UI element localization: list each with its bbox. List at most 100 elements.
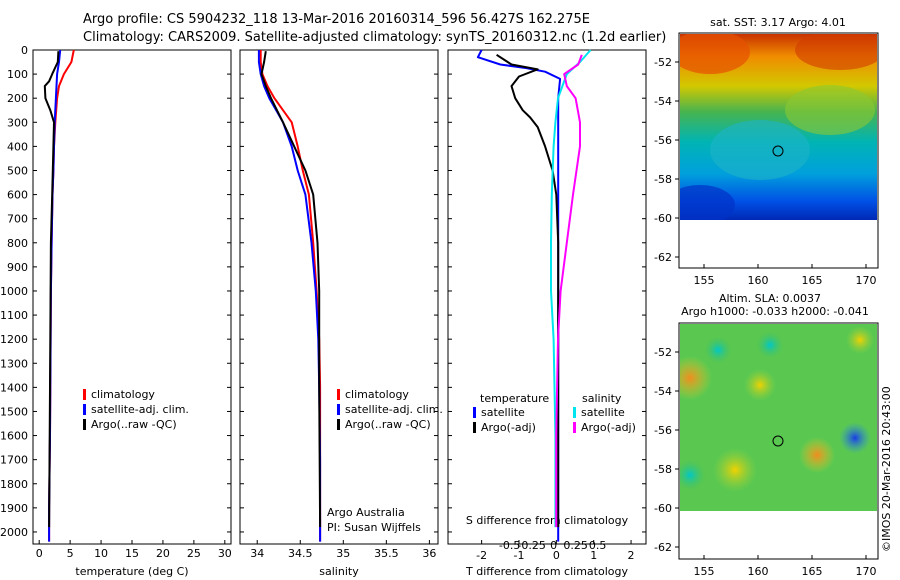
map-lat-label: -52 bbox=[654, 56, 672, 69]
sst-map-title: sat. SST: 3.17 Argo: 4.01 bbox=[710, 16, 846, 29]
legend-title-temperature: temperature bbox=[480, 392, 549, 405]
depth-tick-label: 1100 bbox=[0, 309, 28, 322]
t-tick-label: -1 bbox=[513, 549, 524, 562]
depth-tick-label: 300 bbox=[7, 116, 28, 129]
map-lon-label: 155 bbox=[694, 274, 715, 287]
map-lat-label: -60 bbox=[654, 212, 672, 225]
t-tick-label: 1 bbox=[590, 549, 597, 562]
s-tick-label: -0.5 bbox=[499, 539, 520, 552]
legend-label: climatology bbox=[345, 388, 409, 401]
depth-tick-label: 1000 bbox=[0, 285, 28, 298]
difference-panel-frame bbox=[447, 49, 647, 545]
difference-panel: -0.5-0.25 0 0.25 0.5-2 -1 0 1 2S difference fro… bbox=[448, 49, 646, 578]
x-tick-label: 34 bbox=[250, 547, 264, 560]
sla-anomaly-blob bbox=[839, 422, 871, 454]
legend-swatch bbox=[573, 407, 576, 418]
legend-label: satellite-adj. clim. bbox=[91, 403, 189, 416]
x-tick-label: 35 bbox=[336, 547, 350, 560]
depth-tick-label: 1200 bbox=[0, 333, 28, 346]
map-lat-label: -62 bbox=[654, 251, 672, 264]
depth-tick-label: 1500 bbox=[0, 405, 28, 418]
salinity-panel-frame bbox=[239, 49, 439, 545]
legend-label: satellite bbox=[581, 406, 625, 419]
sla-anomaly-blob bbox=[756, 331, 784, 359]
legend-label: satellite-adj. clim. bbox=[345, 403, 443, 416]
depth-tick-label: 100 bbox=[7, 68, 28, 81]
t-tick-label: 2 bbox=[628, 549, 635, 562]
x-tick-label: 30 bbox=[218, 547, 232, 560]
map-lon-label: 165 bbox=[802, 274, 823, 287]
x-tick-label: 20 bbox=[156, 547, 170, 560]
temperature-panel-frame bbox=[32, 49, 232, 545]
sla-anomaly-blob bbox=[704, 336, 732, 364]
legend-title-salinity: salinity bbox=[582, 392, 622, 405]
sla-map-title-2: Argo h1000: -0.033 h2000: -0.041 bbox=[681, 305, 869, 318]
annotation-argo-australia: Argo Australia bbox=[327, 506, 405, 519]
legend-swatch bbox=[473, 422, 476, 433]
sla-map-title-1: Altim. SLA: 0.0037 bbox=[719, 292, 821, 305]
x-tick-label: 0 bbox=[36, 547, 43, 560]
legend-swatch bbox=[83, 389, 86, 400]
sst-cyan-patch bbox=[710, 120, 810, 180]
series-line-climatology bbox=[48, 49, 75, 542]
map-lat-label: -52 bbox=[654, 346, 672, 359]
map-lon-label: 160 bbox=[748, 565, 769, 578]
header-line-2: Climatology: CARS2009. Satellite-adjuste… bbox=[83, 30, 667, 45]
legend-label: Argo(..raw -QC) bbox=[91, 418, 177, 431]
map-lat-label: -54 bbox=[654, 95, 672, 108]
sla-argo-location-marker bbox=[772, 435, 784, 447]
depth-tick-label: 800 bbox=[7, 237, 28, 250]
legend-swatch bbox=[83, 404, 86, 415]
x-axis-label: temperature (deg C) bbox=[75, 565, 188, 578]
sst-green-patch bbox=[785, 85, 875, 135]
x-tick-label: 5 bbox=[67, 547, 74, 560]
legend-swatch bbox=[337, 389, 340, 400]
series-line-s-argo-adj- bbox=[555, 54, 583, 528]
map-lon-label: 170 bbox=[856, 565, 877, 578]
legend-label: Argo(-adj) bbox=[581, 421, 636, 434]
s-axis-label: S difference from climatology bbox=[466, 514, 629, 527]
legend-swatch bbox=[83, 419, 86, 430]
legend-swatch bbox=[337, 419, 340, 430]
temperature-panel: 0 5 10 15 20 25 30 temperature (deg C) climatolo… bbox=[33, 49, 232, 578]
sla-anomaly-blob bbox=[799, 437, 835, 473]
imos-credit: ©IMOS 20-Mar-2016 20:43:00 bbox=[880, 386, 893, 552]
salinity-panel: 34 34.5 35 35.5 36 salinity climatology satelli… bbox=[240, 49, 443, 578]
legend-label: climatology bbox=[91, 388, 155, 401]
depth-tick-label: 0 bbox=[21, 44, 28, 57]
series-line-t-satellite bbox=[476, 49, 562, 542]
x-axis-label: T difference from climatology bbox=[465, 565, 628, 578]
depth-tick-label: 600 bbox=[7, 189, 28, 202]
x-tick-label: 35.5 bbox=[374, 547, 399, 560]
sst-warm-patch bbox=[795, 34, 877, 70]
legend-swatch bbox=[337, 404, 340, 415]
map-lat-label: -56 bbox=[654, 424, 672, 437]
s-tick-label: 0 bbox=[550, 539, 557, 552]
map-lon-label: 155 bbox=[694, 565, 715, 578]
depth-tick-label: 1400 bbox=[0, 381, 28, 394]
t-tick-label: 0 bbox=[553, 549, 560, 562]
sla-map-border bbox=[678, 322, 879, 560]
legend-label: Argo(..raw -QC) bbox=[345, 418, 431, 431]
s-tick-label: 0.25 bbox=[563, 539, 588, 552]
depth-tick-label: 900 bbox=[7, 261, 28, 274]
sla-anomaly-blob bbox=[744, 369, 776, 401]
depth-tick-label: 2000 bbox=[0, 526, 28, 539]
x-tick-label: 34.5 bbox=[288, 547, 313, 560]
map-lat-label: -58 bbox=[654, 173, 672, 186]
s-tick-label: -0.25 bbox=[517, 539, 545, 552]
t-tick-label: -2 bbox=[476, 549, 487, 562]
series-line-s-satellite bbox=[550, 49, 592, 528]
series-line-argo-raw-qc- bbox=[260, 51, 322, 528]
sla-anomaly-blob bbox=[846, 326, 874, 354]
depth-tick-label: 1700 bbox=[0, 454, 28, 467]
map-lat-label: -56 bbox=[654, 134, 672, 147]
depth-tick-label: 1900 bbox=[0, 502, 28, 515]
sla-map-axes: -52 -54 -56 -58 -60 -62 155 160 165 170 bbox=[654, 346, 876, 578]
depth-tick-label: 1600 bbox=[0, 430, 28, 443]
series-line-climatology bbox=[259, 50, 322, 542]
depth-axis: 0 100 200 300 400 500 600 700 800 900 1000 1100 1200… bbox=[0, 44, 28, 539]
depth-tick-label: 1300 bbox=[0, 357, 28, 370]
legend-label: satellite bbox=[481, 406, 525, 419]
